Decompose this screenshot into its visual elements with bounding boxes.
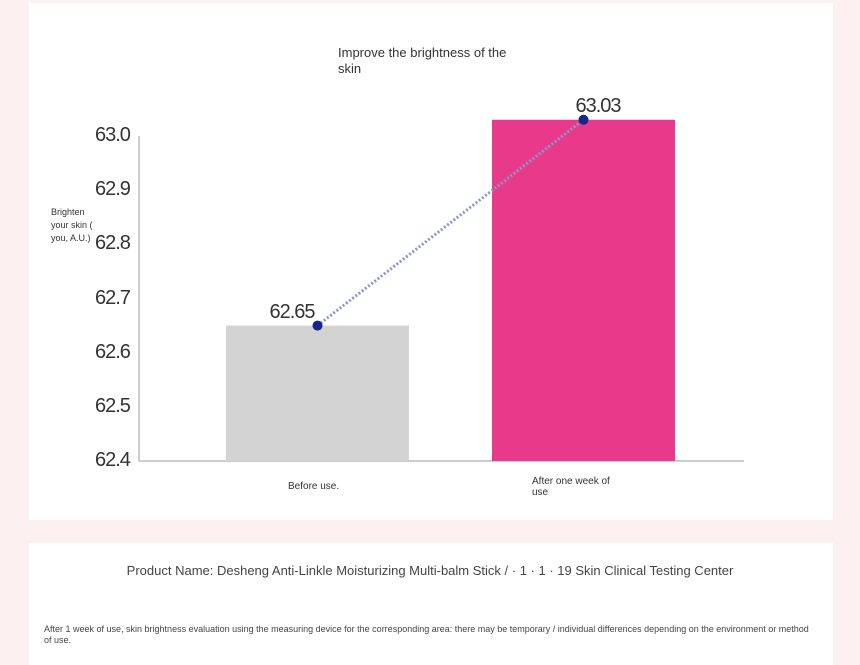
y-tick-label: 62.8 [95,232,131,255]
y-tick-label: 62.6 [95,340,131,363]
footnote-text: After 1 week of use, skin brightness eva… [44,624,809,645]
y-tick-label: 62.9 [95,178,131,201]
y-tick-label: 62.7 [95,286,131,309]
y-tick-label: 62.4 [95,449,131,471]
bar-0 [226,325,409,461]
y-tick-label: 62.5 [95,394,131,417]
data-label-0: 62.65 [269,300,316,323]
chart-panel [29,3,833,520]
x-category-label-after: After one week of use [532,476,610,498]
chart-title: Improve the brightness of the skin [338,45,507,76]
y-tick-label: 63.0 [95,124,131,146]
data-point-0 [312,320,323,331]
bar-1 [492,119,675,461]
connector-line [316,118,585,327]
note-panel [29,543,833,665]
y-axis-label: Brighten your skin ( you, A.U.) [51,207,93,243]
data-point-1 [578,114,589,125]
x-category-label-before: Before use. [288,481,340,492]
data-label-1: 63.03 [575,94,622,117]
bar-chart [138,114,744,462]
product-name-text: Product Name: Desheng Anti-Linkle Moistu… [126,563,734,578]
